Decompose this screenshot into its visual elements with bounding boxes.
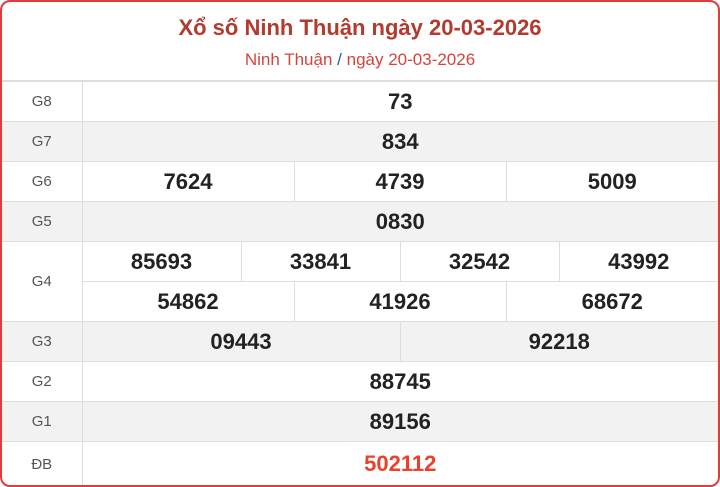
prize-row-g4: G4 85693 33841 32542 43992	[2, 241, 718, 322]
prize-row-g8: G8 73	[2, 81, 718, 122]
special-prize-number: 502112	[81, 441, 718, 485]
prize-number: 41926	[293, 281, 507, 322]
prize-number: 85693	[81, 241, 242, 282]
prize-label: G5	[2, 201, 83, 242]
prize-label: G2	[2, 361, 83, 402]
prize-number: 4739	[293, 161, 507, 202]
page-title: Xổ số Ninh Thuận ngày 20-03-2026	[178, 15, 542, 40]
prize-number: 89156	[81, 401, 718, 442]
prize-row-special: ĐB 502112	[2, 441, 718, 485]
results-header: Xổ số Ninh Thuận ngày 20-03-2026 Ninh Th…	[2, 2, 718, 81]
prize-row-g6: G6 7624 4739 5009	[2, 161, 718, 202]
prize-label: G1	[2, 401, 83, 442]
breadcrumb-date: ngày 20-03-2026	[346, 50, 476, 69]
prize-number: 92218	[399, 321, 718, 362]
prize-row-g1: G1 89156	[2, 401, 718, 442]
prize-row-g2: G2 88745	[2, 361, 718, 402]
prize-number: 7624	[81, 161, 295, 202]
prize-label: G4	[2, 241, 83, 322]
prize-label: G7	[2, 121, 83, 162]
prize-number: 32542	[399, 241, 560, 282]
prize-number: 73	[81, 81, 718, 122]
breadcrumb-separator: /	[337, 50, 342, 69]
prize-row-g5: G5 0830	[2, 201, 718, 242]
prize-number: 09443	[81, 321, 401, 362]
prize-row-g4-2: 54862 41926 68672	[2, 281, 718, 322]
prize-label: G8	[2, 81, 83, 122]
prize-number: 834	[81, 121, 718, 162]
prize-label: ĐB	[2, 441, 83, 485]
prize-row-g3: G3 09443 92218	[2, 321, 718, 362]
prize-number: 33841	[240, 241, 401, 282]
prize-number: 43992	[558, 241, 718, 282]
breadcrumb: Ninh Thuận / ngày 20-03-2026	[2, 50, 718, 70]
prize-row-g7: G7 834	[2, 121, 718, 162]
prize-number: 68672	[505, 281, 718, 322]
results-table: G8 73 G7 834 G6 7624 4739 5009 G5 0830 G4 8…	[2, 81, 718, 485]
breadcrumb-province-link[interactable]: Ninh Thuận	[244, 50, 333, 69]
prize-label: G3	[2, 321, 83, 362]
prize-label: G6	[2, 161, 83, 202]
prize-number: 0830	[81, 201, 718, 242]
prize-number: 54862	[81, 281, 295, 322]
prize-number: 5009	[505, 161, 718, 202]
prize-number: 88745	[81, 361, 718, 402]
